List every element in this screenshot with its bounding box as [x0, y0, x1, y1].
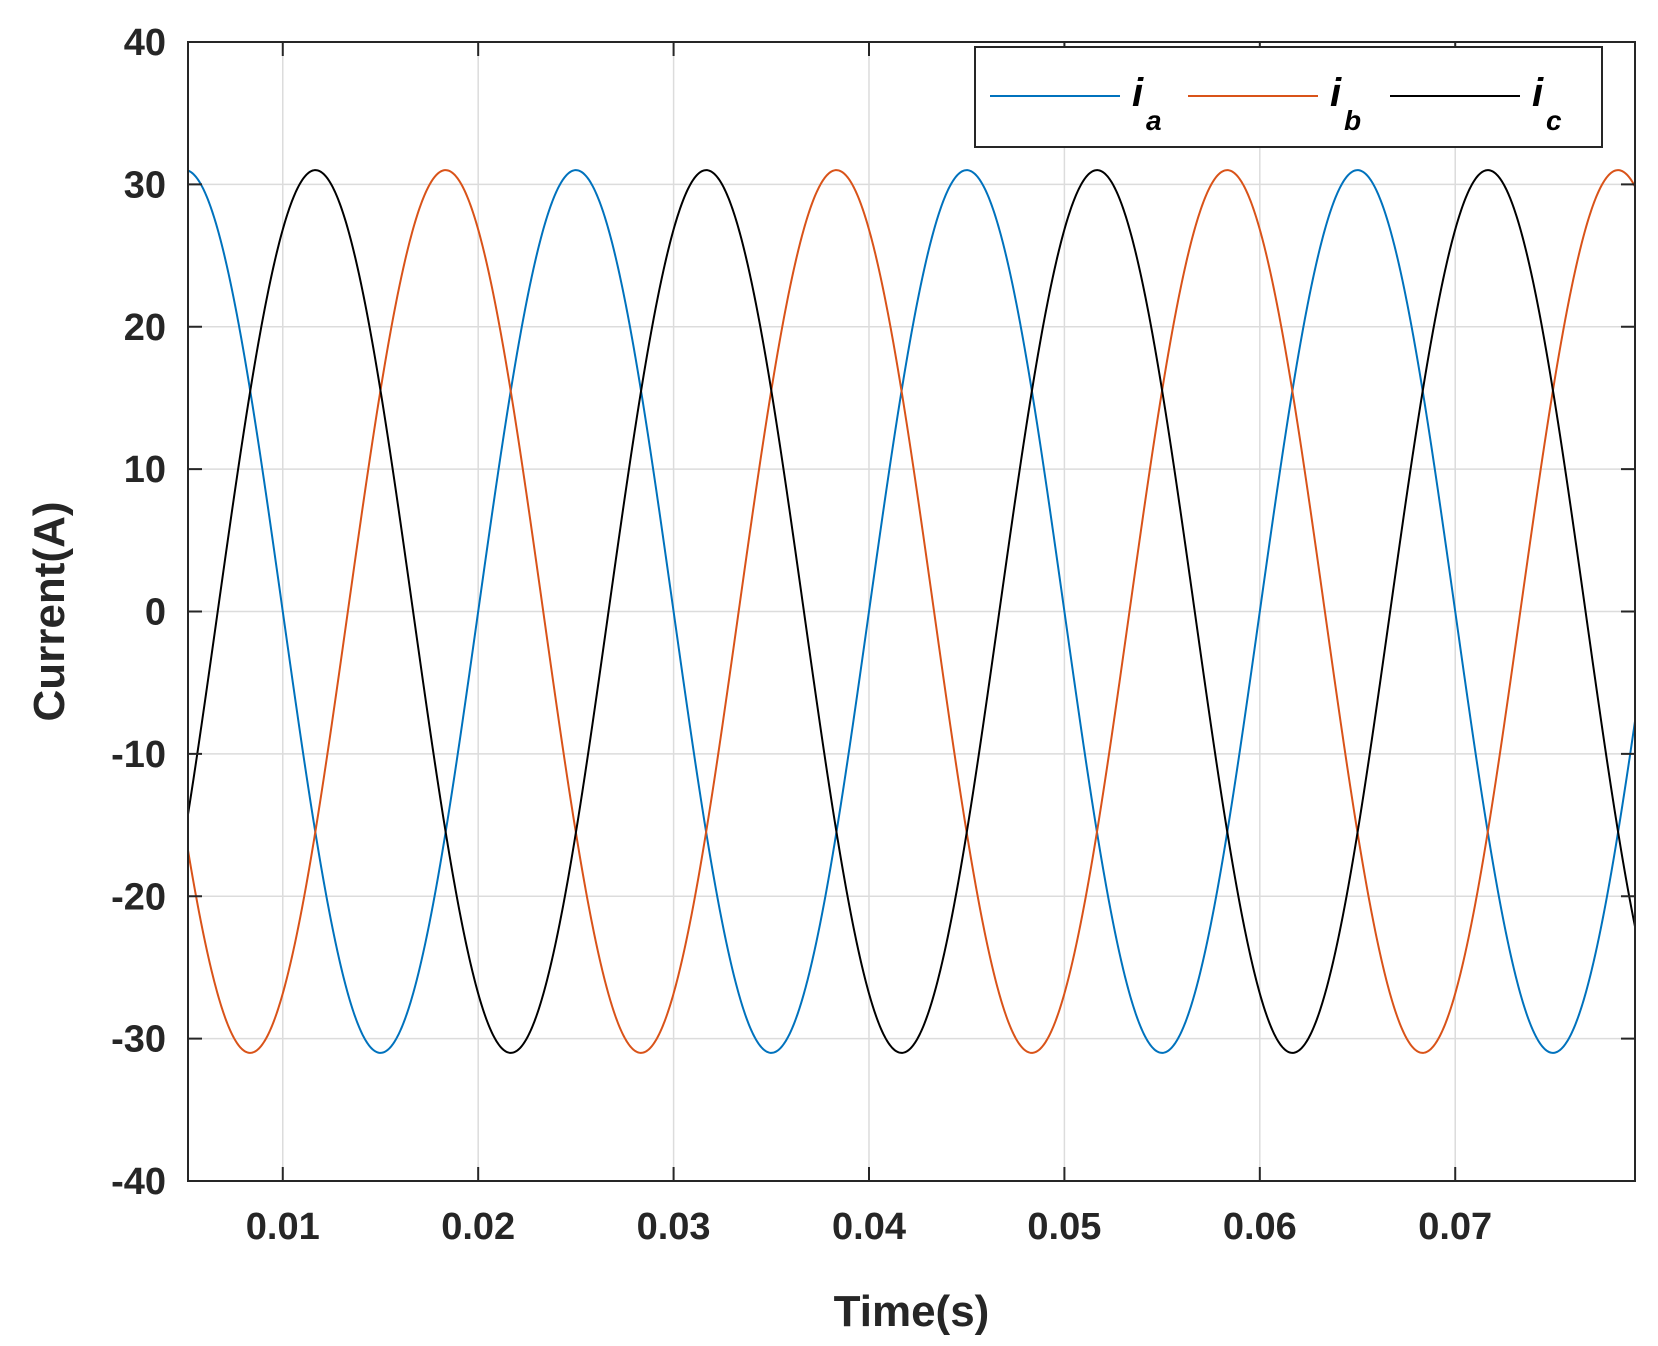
x-tick-label: 0.04	[832, 1206, 906, 1248]
x-tick-label: 0.01	[246, 1206, 320, 1248]
y-tick-label: -40	[111, 1161, 166, 1203]
series-line-ib	[187, 169, 1636, 1054]
x-tick-label: 0.06	[1223, 1206, 1297, 1248]
series-line-ic	[187, 169, 1636, 1054]
series-line-ia	[187, 169, 1636, 1054]
legend-label-ic: i	[1532, 71, 1544, 115]
y-tick-label: -10	[111, 734, 166, 776]
legend-label-ia: i	[1132, 71, 1144, 115]
y-tick-label: 40	[124, 22, 166, 64]
y-tick-label: -30	[111, 1019, 166, 1061]
x-tick-labels: 0.01 0.02 0.03 0.04 0.05 0.06 0.07	[246, 1206, 1492, 1248]
plot-area	[187, 169, 1636, 1054]
x-tick-label: 0.05	[1027, 1206, 1101, 1248]
y-tick-label: 10	[124, 449, 166, 491]
legend-label-ib: i	[1330, 71, 1342, 115]
y-tick-labels: -40 -30 -20 -10 0 10 20 30 40	[111, 22, 166, 1203]
x-axis-label: Time(s)	[834, 1287, 990, 1336]
legend-subscript-ic: c	[1546, 105, 1562, 136]
y-tick-label: 30	[124, 164, 166, 206]
tick-marks	[188, 41, 1635, 1182]
y-tick-label: 20	[124, 307, 166, 349]
x-tick-label: 0.03	[637, 1206, 711, 1248]
y-tick-label: -20	[111, 876, 166, 918]
legend-subscript-ib: b	[1344, 105, 1361, 136]
legend-subscript-ia: a	[1146, 105, 1162, 136]
x-tick-label: 0.02	[441, 1206, 515, 1248]
x-tick-label: 0.07	[1418, 1206, 1492, 1248]
y-axis-label: Current(A)	[25, 502, 74, 722]
y-tick-label: 0	[145, 592, 166, 634]
